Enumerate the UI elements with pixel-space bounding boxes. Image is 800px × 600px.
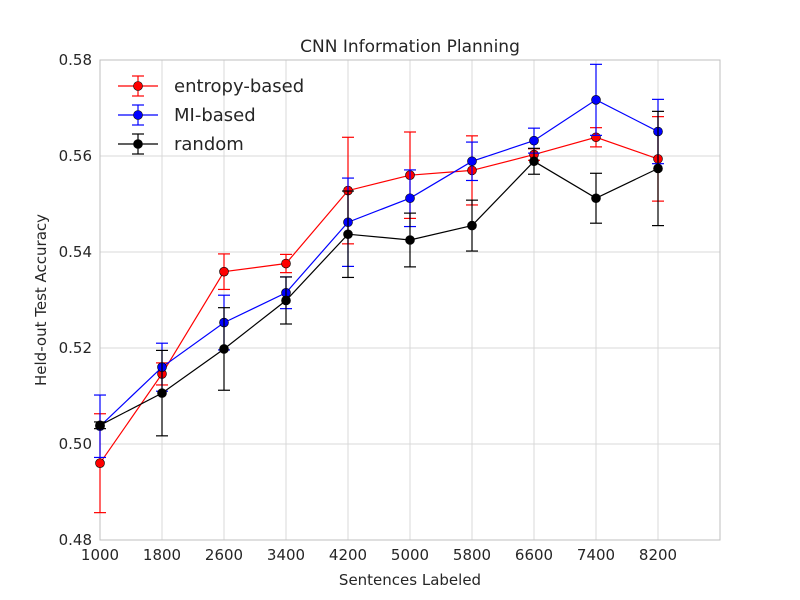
data-point-random [343, 229, 353, 240]
x-tick-label: 6600 [515, 546, 553, 564]
data-point-random [219, 344, 229, 354]
y-tick-label: 0.48 [59, 531, 92, 549]
data-point-random [529, 156, 539, 167]
x-tick-label: 5000 [391, 546, 429, 564]
y-tick-label: 0.50 [59, 435, 92, 453]
legend-item-mi-based: MI-based [118, 104, 256, 126]
legend-marker [133, 81, 143, 91]
x-tick-label: 3400 [267, 546, 305, 564]
series-line-entropy-based [99, 136, 659, 464]
y-tick-label: 0.54 [59, 243, 92, 261]
data-point-mi-based [591, 95, 601, 105]
legend-label: random [174, 134, 244, 155]
x-tick-label: 1000 [81, 546, 119, 564]
data-point-mi-based [467, 156, 477, 167]
data-point-entropy-based [281, 258, 291, 269]
legend-item-random: random [118, 133, 244, 155]
data-point-random [157, 388, 167, 398]
data-point-random [653, 163, 663, 174]
chart-title: CNN Information Planning [300, 37, 520, 57]
data-point-random [281, 295, 291, 306]
plot-area [99, 59, 721, 541]
x-tick-label: 8200 [639, 546, 677, 564]
data-point-mi-based [529, 135, 539, 146]
series-random [94, 110, 664, 437]
y-tick-label: 0.56 [59, 147, 92, 165]
data-point-random [95, 420, 105, 431]
y-tick-label: 0.58 [59, 51, 92, 69]
x-axis-label: Sentences Labeled [339, 571, 481, 589]
x-tick-label: 7400 [577, 546, 615, 564]
x-tick-label: 4200 [329, 546, 367, 564]
legend-label: MI-based [174, 105, 256, 126]
legend-item-entropy-based: entropy-based [118, 75, 304, 97]
data-point-random [405, 235, 415, 245]
data-point-mi-based [405, 193, 415, 204]
x-tick-labels: 1000 1800 2600 3400 4200 5000 5800 6600 7400 8200 [81, 546, 677, 564]
y-axis-label: Held-out Test Accuracy [32, 214, 50, 386]
data-point-entropy-based [95, 458, 105, 469]
legend: entropy-based MI-based random [118, 75, 304, 155]
series-mi-based [94, 63, 664, 459]
data-point-random [591, 193, 601, 204]
legend-marker [133, 139, 143, 149]
series-line-random [99, 160, 659, 426]
x-tick-label: 2600 [205, 546, 243, 564]
x-tick-label: 5800 [453, 546, 491, 564]
series-line-mi-based [99, 99, 659, 427]
x-tick-label: 1800 [143, 546, 181, 564]
series-layer [94, 63, 664, 514]
legend-label: entropy-based [174, 76, 304, 97]
data-point-random [467, 220, 477, 231]
y-tick-label: 0.52 [59, 339, 92, 357]
data-point-entropy-based [219, 266, 229, 277]
legend-marker [133, 110, 143, 120]
y-tick-labels: 0.48 0.50 0.52 0.54 0.56 0.58 [59, 51, 92, 549]
